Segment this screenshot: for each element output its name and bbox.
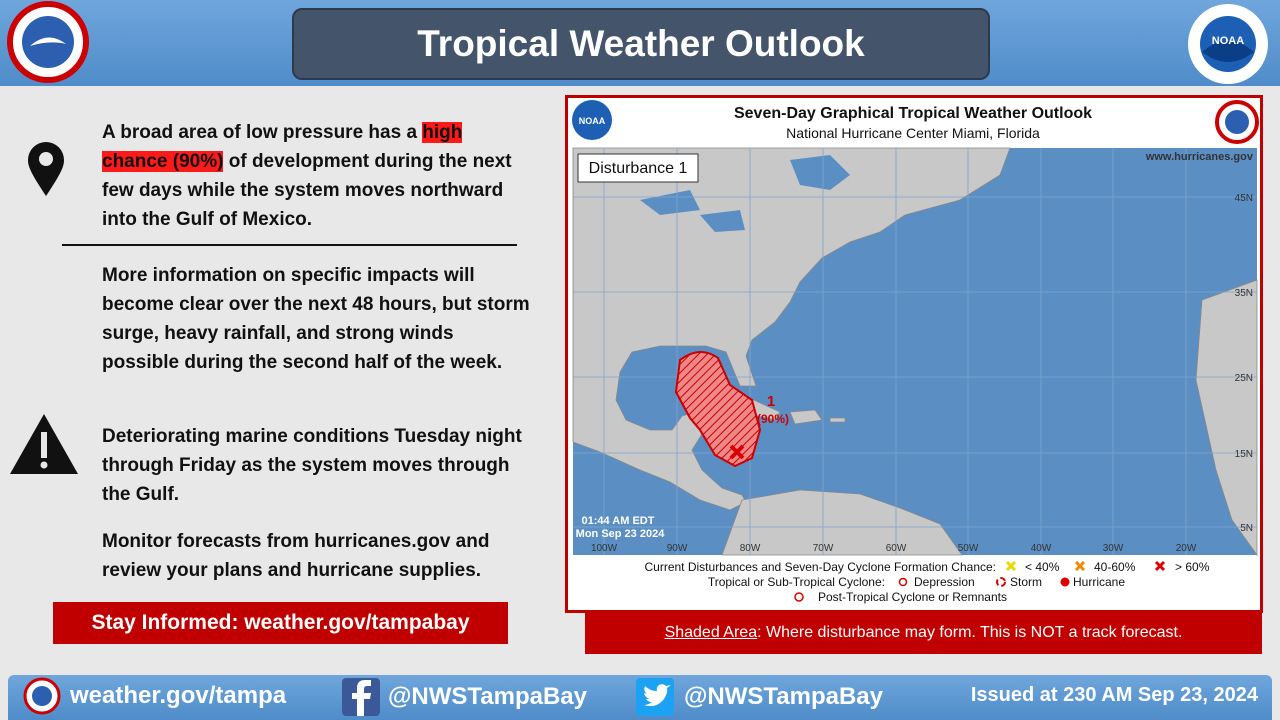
africa [1195,279,1258,557]
legend-text: Post-Tropical Cyclone or Remnants [818,590,1007,604]
text: of development during the next few days … [102,151,512,230]
legend-text: > 60% [1175,560,1210,574]
lat-label: 45N [1235,193,1253,204]
lon-label: 80W [740,543,761,554]
paragraph: Deteriorating marine conditions Tuesday … [102,426,522,505]
caption-text: : Where disturbance may form. This is NO… [757,624,1183,641]
paragraph: More information on specific impacts wil… [102,265,530,373]
legend-text: < 40% [1025,560,1060,574]
footer-website[interactable]: weather.gov/tampa [70,682,287,709]
legend-mid-symbol [1074,560,1086,572]
twitter-bird [644,684,671,707]
website: www.hurricanes.gov [1145,151,1254,163]
nws-logo-cloud [30,37,66,46]
noaa-logo-wave [1202,41,1254,62]
south-america [721,489,963,556]
disturbance-area [674,351,762,468]
lat-label: 35N [1235,288,1253,299]
disturbance-label: Disturbance 1 [589,160,688,177]
caption-underlined: Shaded Area [664,624,758,641]
header-title: Tropical Weather Outlook [292,8,990,80]
legend-text: Tropical or Sub-Tropical Cyclone: [708,575,885,589]
disturbance-number: 1 [767,393,775,410]
warning-dot [40,461,48,469]
noaa-logo-text: NOAA [1212,35,1244,47]
lon-label: 60W [886,543,907,554]
footer-icons [23,677,674,716]
map-nws-inner [1225,110,1249,134]
legend-high-symbol [1154,560,1166,572]
map-noaa-logo [572,100,612,140]
pin-icon [28,142,64,196]
lon-label: 50W [958,543,979,554]
footer-twitter[interactable]: @NWSTampaBay [684,683,883,710]
pin-hole [39,152,53,166]
footer-nws-inner [32,686,52,706]
legend-remnant-symbol [794,592,804,602]
date: Mon Sep 23 2024 [576,528,666,540]
legend-text: Current Disturbances and Seven-Day Cyclo… [645,560,997,574]
time: 01:44 AM EDT [582,515,655,527]
lon-label: 40W [1031,543,1052,554]
lon-label: 20W [1176,543,1197,554]
facebook-f [352,680,371,716]
lon-label: 70W [813,543,834,554]
legend-depression-symbol [898,577,908,587]
lat-label: 5N [1240,523,1253,534]
stay-informed[interactable]: Stay Informed: weather.gov/tampabay [53,602,508,644]
legend-hurricane-symbol [1060,577,1070,587]
lat-label: 25N [1235,373,1253,384]
map-title: Seven-Day Graphical Tropical Weather Out… [734,105,1092,122]
paragraph: A broad area of low pressure has a high … [102,118,532,234]
paragraph: Monitor forecasts from hurricanes.gov an… [102,531,490,581]
legend-text: 40-60% [1094,560,1136,574]
lon-label: 90W [667,543,688,554]
legend-text: Hurricane [1073,575,1125,589]
lon-label: 100W [591,543,618,554]
north-america [572,147,1011,511]
outlook-map: 1 (90%) www.hurricanes.gov Disturbance 1… [565,95,1263,613]
legend-storm-symbol [996,577,1006,587]
warning-bar [41,432,47,458]
footer-issued: Issued at 230 AM Sep 23, 2024 [970,684,1258,706]
footer-facebook[interactable]: @NWSTampaBay [388,683,587,710]
great-lakes [640,155,850,232]
label-box [577,153,699,183]
disturbance-chance: (90%) [757,412,789,426]
map-subtitle: National Hurricane Center Miami, Florida [786,125,1040,141]
lon-label: 30W [1103,543,1124,554]
caption: Shaded Area: Where disturbance may form.… [585,612,1262,654]
lat-label: 15N [1235,449,1253,460]
text: A broad area of low pressure has a [102,122,423,143]
map-noaa-text: NOAA [579,116,606,126]
legend-low-symbol [1005,560,1017,572]
legend-text: Depression [914,575,975,589]
legend-text: Storm [1010,575,1042,589]
disturbance-marker [729,444,745,460]
